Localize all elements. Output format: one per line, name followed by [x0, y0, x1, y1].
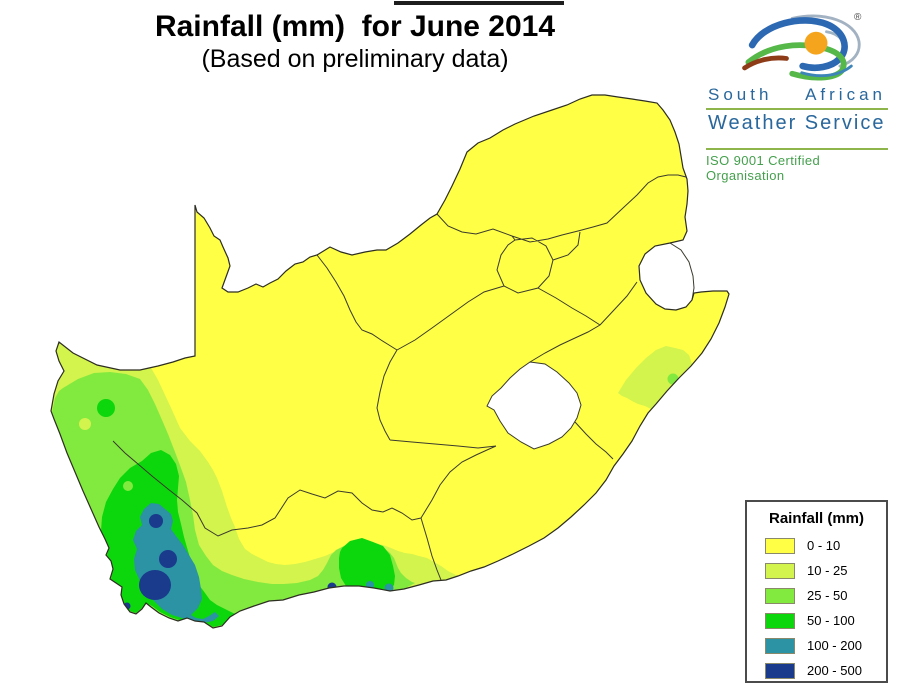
page-title: Rainfall (mm) for June 2014	[154, 10, 556, 43]
legend-swatch-200-500	[765, 662, 795, 679]
legend-row: 50 - 100	[747, 608, 886, 633]
registered-trademark-icon: ®	[854, 12, 862, 23]
title-block: Rainfall (mm) for June 2014 (Based on pr…	[35, 10, 675, 74]
legend-row: 0 - 10	[747, 533, 886, 558]
logo-divider-line	[706, 108, 888, 110]
map-dot-rain-200-500	[159, 550, 177, 568]
legend-label: 50 - 100	[807, 613, 855, 628]
map-dot-rain-10-25-inlier	[79, 418, 91, 430]
swaziland-mozambique-border	[669, 242, 695, 301]
legend-label: 100 - 200	[807, 638, 862, 653]
top-window-artifact-bar	[394, 1, 564, 5]
logo-iso-certification: ISO 9001 Certified Organisation	[706, 153, 821, 183]
logo-org-name-line1: South African	[708, 85, 886, 105]
legend-swatch-25-50	[765, 587, 795, 604]
legend-label: 0 - 10	[807, 538, 841, 553]
map-region-rain-50-100-george	[339, 538, 395, 590]
map-dot-rain-25-50-kzn	[667, 373, 679, 385]
legend-swatch-50-100	[765, 612, 795, 629]
map-legend: Rainfall (mm) 0 - 10 10 - 25 25 - 50 50 …	[745, 500, 888, 683]
province-boundaries	[112, 174, 687, 581]
logo-word-african: African	[805, 85, 886, 104]
map-blob-rain-200-500-main	[139, 570, 171, 600]
lesotho-hole	[486, 361, 582, 450]
legend-row: 200 - 500	[747, 658, 886, 683]
page-subtitle: (Based on preliminary data)	[201, 45, 509, 73]
map-dot-rain-200-500	[149, 514, 163, 528]
logo-divider-line	[706, 148, 888, 150]
map-dot-rain-50-100-namaqua	[97, 399, 115, 417]
map-dot-rain-25-50-inlier	[123, 481, 133, 491]
logo-org-name-line2: Weather Service	[708, 112, 886, 134]
saws-swirl-icon	[742, 14, 861, 81]
legend-row: 10 - 25	[747, 558, 886, 583]
south-africa-outline	[50, 94, 730, 629]
logo-word-south: South	[708, 85, 773, 104]
legend-row: 25 - 50	[747, 583, 886, 608]
legend-swatch-0-10	[765, 537, 795, 554]
legend-label: 10 - 25	[807, 563, 848, 578]
map-region-rain-10-25-kzn	[618, 346, 692, 409]
legend-title: Rainfall (mm)	[768, 510, 864, 527]
legend-label: 25 - 50	[807, 588, 848, 603]
legend-swatch-10-25	[765, 562, 795, 579]
legend-row: 100 - 200	[747, 633, 886, 658]
legend-swatch-100-200	[765, 637, 795, 654]
map-dot-rain-10-25-inlier	[60, 485, 72, 497]
legend-label: 200 - 500	[807, 663, 862, 678]
